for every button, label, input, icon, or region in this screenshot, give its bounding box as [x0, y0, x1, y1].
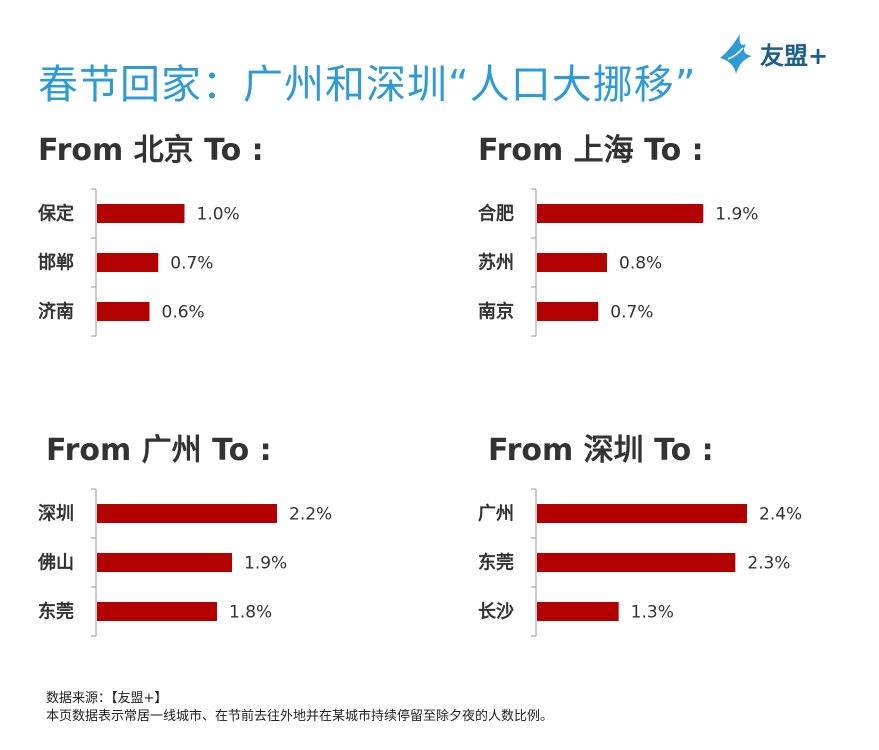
data-label: 1.3% [631, 603, 674, 623]
bird-icon [720, 34, 752, 74]
data-label: 1.9% [715, 205, 758, 225]
bar [97, 204, 185, 223]
category-label: 东莞 [478, 552, 514, 574]
category-label: 邯郸 [38, 252, 74, 274]
data-label: 0.7% [170, 254, 213, 274]
chart-title: From 深圳 To : [488, 433, 714, 468]
chart-beijing: From 北京 To : 保定 1.0% 邯郸 0.7% 济南 0.6% [37, 125, 458, 355]
category-label: 东莞 [38, 601, 74, 623]
category-label: 合肥 [478, 203, 514, 225]
chart-title: From 广州 To : [46, 433, 272, 468]
chart-guangzhou: From 广州 To : 深圳 2.2% 佛山 1.9% 东莞 1.8% [37, 425, 458, 655]
chart-svg: 合肥 1.9% 苏州 0.8% 南京 0.7% [478, 188, 758, 337]
data-label: 1.9% [244, 554, 287, 574]
chart-title: From 上海 To : [478, 133, 704, 168]
chart-title: From 北京 To : [38, 133, 264, 168]
category-label: 广州 [478, 503, 514, 525]
bar [537, 504, 747, 523]
category-label: 深圳 [38, 503, 74, 525]
bar [97, 302, 150, 321]
category-label: 长沙 [478, 602, 514, 623]
data-label: 2.3% [747, 554, 790, 574]
logo: 友盟+ [716, 28, 856, 78]
chart-shanghai: From 上海 To : 合肥 1.9% 苏州 0.8% 南京 0.7% [478, 125, 879, 355]
category-label: 保定 [37, 203, 74, 225]
data-label: 0.8% [619, 254, 662, 274]
chart-shenzhen: From 深圳 To : 广州 2.4% 东莞 2.3% 长沙 1.3% [478, 425, 879, 655]
category-label: 苏州 [478, 252, 514, 274]
footer-source: 数据来源：【友盟+】 [46, 691, 168, 706]
chart-svg: 保定 1.0% 邯郸 0.7% 济南 0.6% [37, 188, 240, 337]
chart-svg: 深圳 2.2% 佛山 1.9% 东莞 1.8% [37, 488, 332, 637]
data-label: 0.7% [610, 303, 653, 323]
logo-text: 友盟+ [760, 42, 829, 70]
data-label: 0.6% [162, 303, 205, 323]
chart-svg: 广州 2.4% 东莞 2.3% 长沙 1.3% [478, 488, 802, 637]
bar [537, 553, 736, 572]
data-label: 2.4% [759, 505, 802, 525]
category-label: 佛山 [37, 552, 74, 574]
bar [537, 602, 619, 621]
footer-note: 本页数据表示常居一线城市、在节前去往外地并在某城市持续停留至除夕夜的人数比例。 [46, 709, 554, 724]
category-label: 济南 [38, 301, 74, 323]
data-label: 2.2% [289, 505, 332, 525]
data-label: 1.0% [197, 205, 240, 225]
category-label: 南京 [478, 301, 514, 323]
bar [97, 253, 159, 272]
data-label: 1.8% [229, 603, 272, 623]
bar [537, 302, 599, 321]
footer: 数据来源：【友盟+】 本页数据表示常居一线城市、在节前去往外地并在某城市持续停留… [46, 690, 553, 726]
bar [97, 553, 232, 572]
bar [97, 602, 217, 621]
bar [537, 253, 607, 272]
bar [537, 204, 704, 223]
bar [97, 504, 277, 523]
page-title: 春节回家：广州和深圳“人口大挪移” [38, 62, 697, 108]
